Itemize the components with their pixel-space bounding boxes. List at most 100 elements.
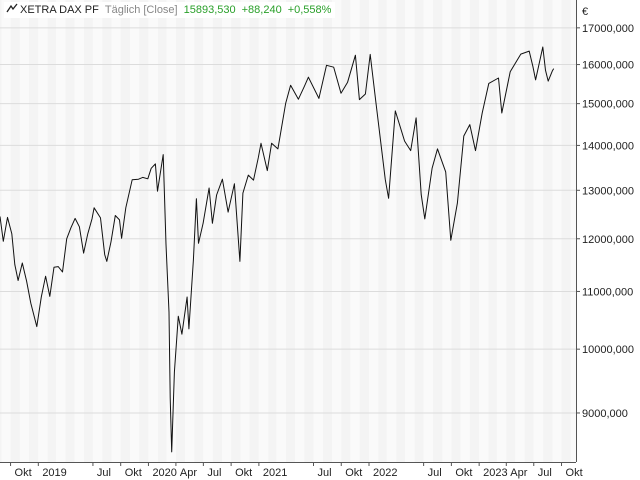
month-band: [56, 0, 66, 462]
y-tick-label: 17000,000: [582, 23, 634, 35]
month-band: [515, 0, 525, 462]
y-tick-label: 16000,000: [582, 60, 634, 72]
y-tick-label: 12000,000: [582, 234, 634, 246]
month-band: [10, 0, 20, 462]
line-chart-icon: [6, 2, 20, 18]
currency-label: €: [582, 6, 588, 18]
month-band: [561, 0, 571, 462]
month-band: [496, 0, 507, 462]
y-tick-label: 10000,000: [582, 344, 634, 356]
month-band: [194, 0, 204, 462]
month-band: [111, 0, 121, 462]
month-band: [130, 0, 140, 462]
month-band: [120, 0, 131, 462]
range-label: Täglich [Close]: [104, 4, 178, 16]
month-band: [369, 0, 379, 462]
month-band: [286, 0, 296, 462]
month-band: [249, 0, 259, 462]
month-band: [148, 0, 158, 462]
month-band: [543, 0, 553, 462]
month-band: [451, 0, 461, 462]
month-band: [414, 0, 424, 462]
month-band: [258, 0, 269, 462]
x-tick-label: Apr: [510, 467, 527, 479]
x-tick-label: 2021: [263, 467, 287, 479]
last-price: 15893,530: [183, 4, 236, 16]
month-band: [304, 0, 314, 462]
y-tick-label: 15000,000: [582, 99, 634, 111]
x-tick-label: Okt: [345, 467, 362, 479]
x-tick-label: Jul: [317, 467, 331, 479]
month-band: [212, 0, 223, 462]
month-band: [524, 0, 534, 462]
x-tick-label: Okt: [15, 467, 32, 479]
month-band: [533, 0, 544, 462]
month-band: [28, 0, 39, 462]
month-band: [479, 0, 489, 462]
month-band: [322, 0, 333, 462]
month-band: [552, 0, 562, 462]
month-band: [506, 0, 516, 462]
y-tick-label: 9000,000: [582, 408, 628, 420]
month-band: [341, 0, 351, 462]
month-band: [19, 0, 29, 462]
month-band: [469, 0, 480, 462]
month-band: [359, 0, 370, 462]
month-band: [460, 0, 470, 462]
month-band: [295, 0, 305, 462]
month-band: [47, 0, 57, 462]
month-band: [378, 0, 387, 462]
month-band: [203, 0, 213, 462]
month-band: [240, 0, 250, 462]
instrument-name: XETRA DAX PF: [20, 4, 99, 16]
x-tick-label: Okt: [455, 467, 472, 479]
month-band: [222, 0, 232, 462]
month-band: [231, 0, 241, 462]
month-band: [396, 0, 406, 462]
month-band: [74, 0, 84, 462]
month-band: [405, 0, 415, 462]
month-band: [350, 0, 360, 462]
month-band: [92, 0, 103, 462]
month-band: [332, 0, 342, 462]
month-band: [276, 0, 287, 462]
month-band: [570, 0, 576, 462]
y-tick-label: 14000,000: [582, 140, 634, 152]
month-band: [432, 0, 443, 462]
price-change: +88,240: [241, 4, 282, 16]
month-band: [175, 0, 185, 462]
month-band: [313, 0, 323, 462]
x-tick-label: 2022: [373, 467, 397, 479]
y-tick-label: 13000,000: [582, 185, 634, 197]
month-band: [1, 0, 11, 462]
x-tick-label: Okt: [235, 467, 252, 479]
x-tick-label: Apr: [180, 467, 197, 479]
month-band: [38, 0, 48, 462]
month-band: [184, 0, 195, 462]
price-line: [0, 46, 555, 453]
x-tick-label: 2023: [483, 467, 507, 479]
x-tick-label: Okt: [566, 467, 583, 479]
month-band: [166, 0, 176, 462]
x-tick-label: Jul: [428, 467, 442, 479]
month-band: [0, 0, 2, 462]
x-tick-label: 2019: [42, 467, 66, 479]
month-band: [157, 0, 167, 462]
month-band: [423, 0, 433, 462]
chart-legend: XETRA DAX PF Täglich [Close] 15893,530 +88,…: [4, 2, 336, 18]
x-tick-label: Jul: [207, 467, 221, 479]
month-band: [386, 0, 397, 462]
month-band: [442, 0, 452, 462]
y-tick-label: 11000,000: [582, 286, 633, 298]
month-band: [139, 0, 149, 462]
x-tick-label: 2020: [152, 467, 176, 479]
x-tick-label: Jul: [538, 467, 552, 479]
month-band: [488, 0, 497, 462]
month-band: [268, 0, 277, 462]
month-band: [102, 0, 112, 462]
price-change-percent: +0,558%: [287, 4, 332, 16]
x-tick-label: Okt: [125, 467, 142, 479]
x-tick-label: Jul: [97, 467, 111, 479]
